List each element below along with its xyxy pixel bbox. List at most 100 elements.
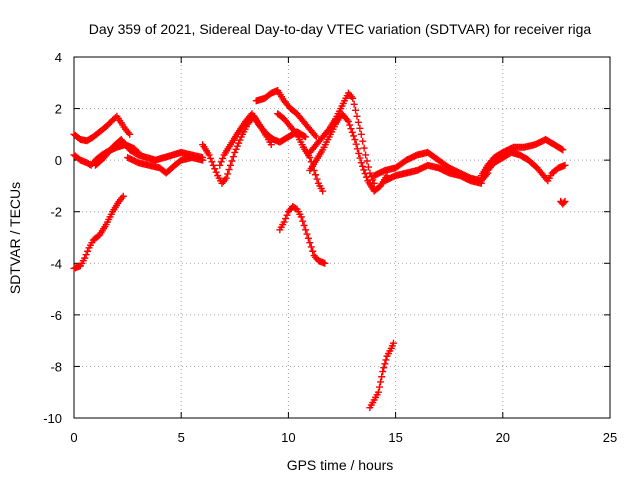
data-point xyxy=(361,170,369,178)
data-point xyxy=(349,94,357,102)
series-track-10 xyxy=(276,203,329,267)
data-point xyxy=(211,165,219,173)
data-point xyxy=(362,173,370,181)
data-point xyxy=(216,161,224,169)
data-point xyxy=(205,151,213,159)
data-point xyxy=(348,128,356,136)
data-point xyxy=(236,136,244,144)
data-point xyxy=(307,243,315,251)
ticks: 0 5 10 15 20 25 -10 -8 -6 -4 -2 0 2 4 xyxy=(43,50,617,445)
series-track-16 xyxy=(477,136,567,180)
data-point xyxy=(302,133,310,141)
data-point xyxy=(357,130,365,138)
series-track-3 xyxy=(91,136,207,169)
series-track-5 xyxy=(70,192,127,272)
data-point xyxy=(209,161,217,169)
data-point xyxy=(360,144,368,152)
data-point xyxy=(350,132,358,140)
data-point xyxy=(222,174,230,182)
data-point xyxy=(309,247,317,255)
data-point xyxy=(311,131,319,139)
series-track-1 xyxy=(70,112,134,145)
plot-border xyxy=(73,56,611,419)
y-tick-label: 2 xyxy=(55,102,62,117)
data-point xyxy=(356,124,364,132)
data-point xyxy=(378,373,386,381)
x-axis-label: GPS time / hours xyxy=(287,457,394,473)
data-point xyxy=(477,179,485,187)
data-point xyxy=(352,140,360,148)
data-point xyxy=(321,259,329,267)
data-point xyxy=(363,157,371,165)
data-point xyxy=(381,360,389,368)
y-tick-label: 0 xyxy=(55,153,62,168)
data-point xyxy=(369,176,377,184)
x-tick-label: 25 xyxy=(603,430,617,445)
data-point xyxy=(302,226,310,234)
data-point xyxy=(224,170,232,178)
data-point xyxy=(356,154,364,162)
data-point xyxy=(312,133,320,141)
data-point xyxy=(380,364,388,372)
data-point xyxy=(207,154,215,162)
y-tick-label: -2 xyxy=(50,205,62,220)
data-point xyxy=(199,156,207,164)
data-point xyxy=(353,145,361,153)
data-point xyxy=(374,388,382,396)
data-point xyxy=(359,137,367,145)
series-track-8 xyxy=(252,87,320,141)
data-point xyxy=(561,197,569,205)
data-point xyxy=(344,117,352,125)
x-tick-label: 5 xyxy=(178,430,185,445)
data-point xyxy=(219,154,227,162)
data-point xyxy=(357,159,365,167)
data-point xyxy=(217,158,225,166)
data-point xyxy=(364,163,372,171)
data-point xyxy=(377,378,385,386)
data-point xyxy=(304,234,312,242)
data-point xyxy=(283,211,291,219)
data-points xyxy=(70,87,569,412)
series-track-12 xyxy=(306,110,391,195)
data-point xyxy=(229,153,237,161)
series-track-13 xyxy=(366,339,397,412)
data-point xyxy=(376,383,384,391)
data-point xyxy=(267,141,275,149)
data-point xyxy=(292,129,300,137)
data-point xyxy=(313,175,321,183)
data-point xyxy=(312,171,320,179)
y-tick-label: -6 xyxy=(50,308,62,323)
x-tick-label: 15 xyxy=(388,430,402,445)
data-point xyxy=(212,168,220,176)
data-point xyxy=(233,142,241,150)
data-point xyxy=(126,130,134,138)
y-tick-label: -8 xyxy=(50,359,62,374)
data-point xyxy=(208,158,216,166)
series-track-15 xyxy=(381,161,485,187)
chart-title: Day 359 of 2021, Sidereal Day-to-day VTE… xyxy=(89,21,592,37)
data-point xyxy=(228,157,236,165)
data-point xyxy=(355,149,363,157)
data-point xyxy=(324,127,332,135)
y-tick-label: 4 xyxy=(55,50,62,65)
data-point xyxy=(282,215,290,223)
data-point xyxy=(560,199,568,207)
data-point xyxy=(360,166,368,174)
x-tick-label: 10 xyxy=(281,430,295,445)
series-track-18 xyxy=(557,197,569,208)
data-point xyxy=(297,213,305,221)
data-point xyxy=(82,251,90,259)
data-point xyxy=(306,239,314,247)
data-point xyxy=(231,148,239,156)
data-point xyxy=(382,356,390,364)
y-axis-label: SDTVAR / TECUs xyxy=(7,182,23,294)
series-track-17 xyxy=(484,148,569,185)
data-point xyxy=(235,139,243,147)
data-point xyxy=(84,247,92,255)
data-point xyxy=(300,221,308,229)
data-point xyxy=(353,112,361,120)
data-point xyxy=(227,161,235,169)
x-tick-label: 0 xyxy=(70,430,77,445)
